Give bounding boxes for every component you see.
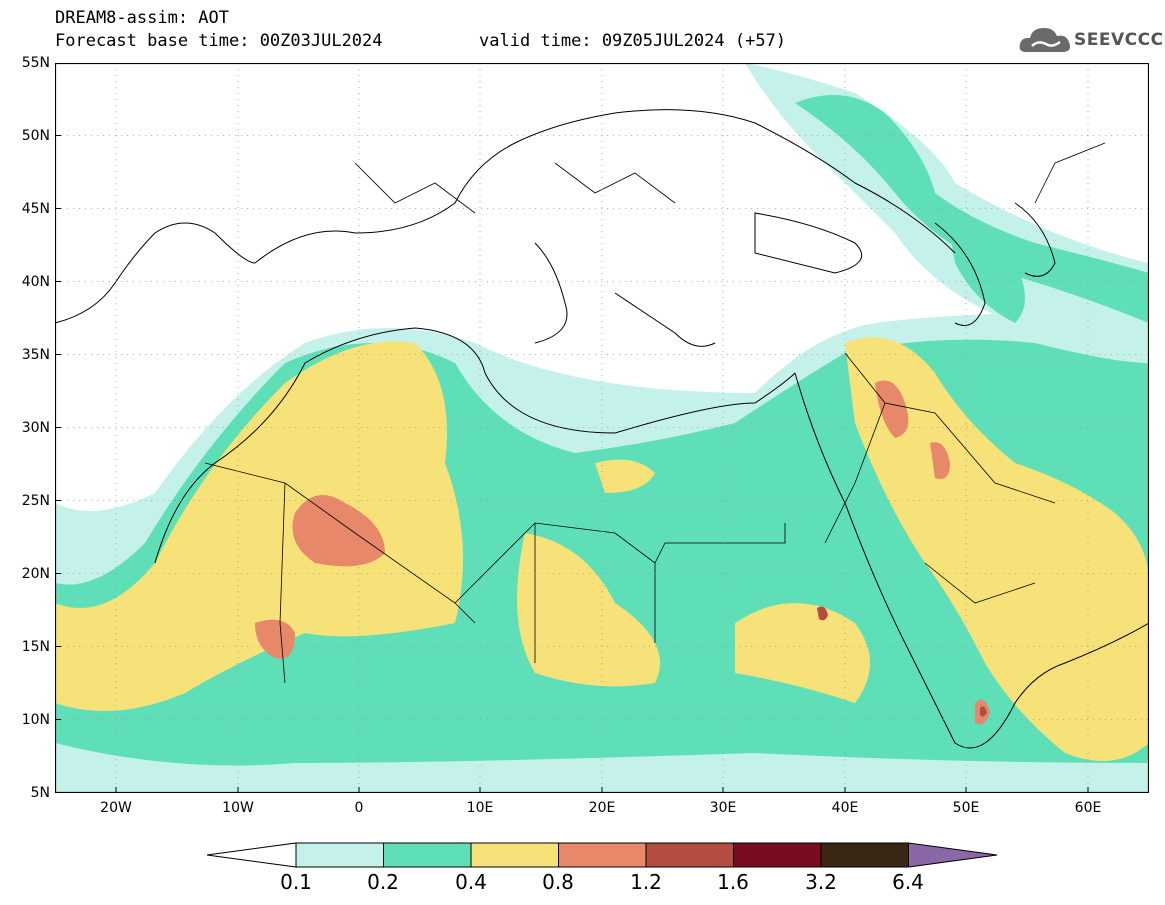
- colorbar-label: 1.2: [630, 870, 662, 894]
- lat-label: 15N: [21, 639, 50, 655]
- map-frame: [55, 63, 1149, 793]
- lon-label: 10W: [222, 800, 254, 816]
- lon-label: 60E: [1074, 800, 1102, 816]
- colorbar-bin: [645, 842, 734, 868]
- colorbar-label: 3.2: [805, 870, 837, 894]
- gridlines: [55, 63, 1149, 793]
- lon-label: 20E: [588, 800, 616, 816]
- forecast-base-time: Forecast base time: 00Z03JUL2024: [55, 31, 383, 51]
- map-title: DREAM8-assim: AOT: [55, 8, 229, 28]
- lat-label: 40N: [21, 274, 50, 290]
- lon-label: 20W: [100, 800, 132, 816]
- country-borders: [204, 142, 1106, 684]
- lat-label: 35N: [21, 347, 50, 363]
- lat-label: 25N: [21, 493, 50, 509]
- lon-label: 10E: [466, 800, 494, 816]
- colorbar-bin: [820, 842, 909, 868]
- colorbar-label: 0.2: [367, 870, 399, 894]
- colorbar-label: 0.8: [542, 870, 574, 894]
- lon-label: 50E: [952, 800, 980, 816]
- lon-label: 30E: [709, 800, 737, 816]
- colorbar-label: 0.4: [455, 870, 487, 894]
- seevccc-logo: SEEVCCC: [1018, 22, 1163, 58]
- colorbar-bin: [295, 842, 384, 868]
- colorbar-bin: [558, 842, 647, 868]
- lat-label: 45N: [21, 201, 50, 217]
- colorbar-label: 0.1: [280, 870, 312, 894]
- cloud-icon: [1019, 28, 1071, 52]
- aot-band-0.4: [55, 337, 1149, 761]
- colorbar-bin: [733, 842, 822, 868]
- lon-label: 40E: [831, 800, 859, 816]
- lat-label: 5N: [30, 785, 50, 801]
- lat-label: 55N: [21, 55, 50, 71]
- logo-text: SEEVCCC: [1074, 30, 1164, 50]
- colorbar: [206, 842, 998, 868]
- lat-label: 20N: [21, 566, 50, 582]
- coastlines: [55, 109, 1149, 749]
- aot-map: [55, 63, 1149, 793]
- colorbar-over: [908, 842, 998, 868]
- aot-band-0.8: [255, 380, 990, 725]
- lat-label: 10N: [21, 712, 50, 728]
- colorbar-label: 1.6: [717, 870, 749, 894]
- lat-label: 30N: [21, 420, 50, 436]
- colorbar-label: 6.4: [892, 870, 924, 894]
- valid-time: valid time: 09Z05JUL2024 (+57): [479, 31, 787, 51]
- lat-label: 50N: [21, 128, 50, 144]
- colorbar-bin: [383, 842, 472, 868]
- colorbar-bin: [470, 842, 559, 868]
- lon-label: 0: [354, 800, 364, 816]
- colorbar-under: [206, 842, 297, 868]
- aot-band-1.2: [817, 606, 987, 717]
